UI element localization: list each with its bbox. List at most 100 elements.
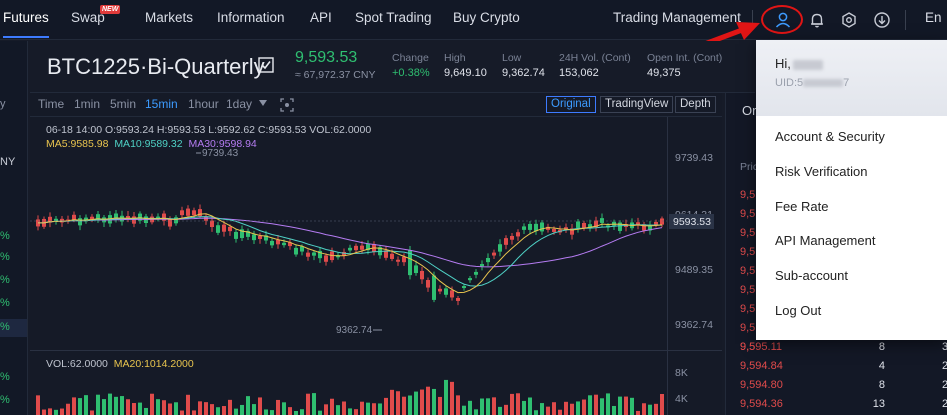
current-price-value: 9593.53 <box>673 216 711 228</box>
sidebar-change[interactable]: % <box>0 230 10 242</box>
candle <box>258 235 262 239</box>
sidebar-change[interactable]: % <box>0 371 10 383</box>
volume-bar <box>606 393 610 415</box>
view-original-button[interactable]: Original <box>546 96 596 113</box>
candle <box>318 250 322 259</box>
timeframe-1min[interactable]: 1min <box>74 97 101 111</box>
volume-bar <box>48 408 52 415</box>
order-book-row[interactable]: 9,5 <box>726 303 947 321</box>
candle <box>60 218 64 223</box>
nav-swap[interactable]: Swap <box>71 10 105 25</box>
menu-sub-account[interactable]: Sub-account <box>775 268 848 283</box>
candle <box>546 226 550 230</box>
volume-bar <box>390 389 394 415</box>
volume-bar <box>618 396 622 415</box>
order-book-row[interactable]: 9,5 <box>726 284 947 302</box>
view-depth-button[interactable]: Depth <box>675 96 716 113</box>
volume-bar <box>294 410 298 415</box>
volume-bar <box>258 397 262 415</box>
menu-risk-verification[interactable]: Risk Verification <box>775 164 868 179</box>
candle <box>222 224 226 232</box>
timeframe-15min[interactable]: 15min <box>145 97 178 111</box>
ask-price: 9,5 <box>740 227 756 239</box>
current-price-tag <box>669 214 714 229</box>
volume-bar <box>654 403 658 415</box>
instrument-select-icon[interactable] <box>258 57 274 73</box>
timeframe-1day[interactable]: 1day <box>226 97 253 111</box>
nav-buy-crypto[interactable]: Buy Crypto <box>453 10 520 25</box>
menu-log-out[interactable]: Log Out <box>775 303 822 318</box>
view-tradingview-button[interactable]: TradingView <box>600 96 674 113</box>
nav-markets[interactable]: Markets <box>145 10 194 25</box>
menu-api-management[interactable]: API Management <box>775 233 876 248</box>
sidebar-change[interactable]: % <box>0 274 10 286</box>
volume-bar <box>546 406 550 415</box>
volume-bar <box>354 409 358 415</box>
candle <box>54 218 58 222</box>
stat-label: Open Int. (Cont) <box>647 52 723 64</box>
volume-bar <box>138 402 142 415</box>
order-book-row[interactable]: 9,5 <box>726 227 947 245</box>
timeframe-5min[interactable]: 5min <box>110 97 137 111</box>
volume-bar <box>240 404 244 415</box>
order-book-tab[interactable]: Or <box>742 103 757 118</box>
ma-legend: MA5:9585.98 MA10:9589.32 MA30:9598.94 <box>46 138 257 150</box>
download-icon[interactable] <box>871 9 893 31</box>
nav-futures[interactable]: Futures <box>3 0 49 38</box>
volume-bar <box>462 405 466 415</box>
volume-bar <box>210 404 214 415</box>
order-book-row[interactable]: 9,595.11 8 3 <box>726 341 947 359</box>
fullscreen-icon[interactable] <box>280 98 294 112</box>
volume-ma20: MA20:1014.2000 <box>113 358 194 370</box>
order-book-row[interactable]: 9,594.84 4 2 <box>726 360 947 378</box>
candle <box>474 271 478 275</box>
order-book-row[interactable]: 9,5 <box>726 341 947 359</box>
candle <box>324 255 328 262</box>
candle <box>396 259 400 262</box>
settings-hex-icon[interactable] <box>838 9 860 31</box>
candle <box>456 297 460 301</box>
volume-bar <box>300 409 304 415</box>
order-book-row[interactable]: 9,594.80 8 2 <box>726 379 947 397</box>
menu-fee-rate[interactable]: Fee Rate <box>775 199 829 214</box>
language-switch[interactable]: En <box>925 10 942 25</box>
order-book-row[interactable]: 9,5 <box>726 189 947 207</box>
nav-trading-management[interactable]: Trading Management <box>613 10 741 25</box>
ask-price: 9,5 <box>740 322 756 334</box>
sidebar-change[interactable]: % <box>0 394 10 406</box>
order-book-row[interactable]: 9,5 <box>726 265 947 283</box>
candle <box>132 216 136 224</box>
volume-bar <box>186 394 190 415</box>
sidebar-change[interactable]: % <box>0 297 10 309</box>
candle <box>96 214 100 220</box>
volume-bar <box>336 405 340 415</box>
timeframe-time[interactable]: Time <box>38 97 65 111</box>
stat-label: 24H Vol. (Cont) <box>559 52 631 64</box>
candle <box>384 250 388 258</box>
order-book-row[interactable]: 9,594.36 13 2 <box>726 398 947 415</box>
bell-icon[interactable] <box>806 9 828 31</box>
volume-chart[interactable]: 8K 4K <box>30 368 722 415</box>
ask-price: 9,5 <box>740 265 756 277</box>
nav-spot-trading[interactable]: Spot Trading <box>355 10 432 25</box>
nav-information[interactable]: Information <box>217 10 285 25</box>
order-book-row[interactable]: 9,5 <box>726 246 947 264</box>
timeframe-1hour[interactable]: 1hour <box>188 97 219 111</box>
volume-bar <box>522 400 526 415</box>
ask-price: 9,594.80 <box>740 379 783 391</box>
order-book-row[interactable]: 9,5 <box>726 322 947 340</box>
candlestick-chart[interactable]: 9739.43 9362.74 9739.43 9614.31 9593.53 … <box>30 148 722 348</box>
nav-api[interactable]: API <box>310 10 332 25</box>
order-book-row[interactable]: 9,5 <box>726 208 947 226</box>
candle <box>534 223 538 232</box>
candle <box>162 213 166 221</box>
instrument-name[interactable]: BTC1225·Bi-Quarterly <box>47 54 265 79</box>
sidebar-change[interactable]: % <box>0 321 10 333</box>
candle <box>486 257 490 263</box>
volume-bar <box>108 393 112 415</box>
volume-bar <box>318 410 322 415</box>
candle <box>366 243 370 251</box>
sidebar-change[interactable]: % <box>0 251 10 263</box>
chevron-down-icon[interactable] <box>259 100 267 106</box>
menu-account-security[interactable]: Account & Security <box>775 129 885 144</box>
